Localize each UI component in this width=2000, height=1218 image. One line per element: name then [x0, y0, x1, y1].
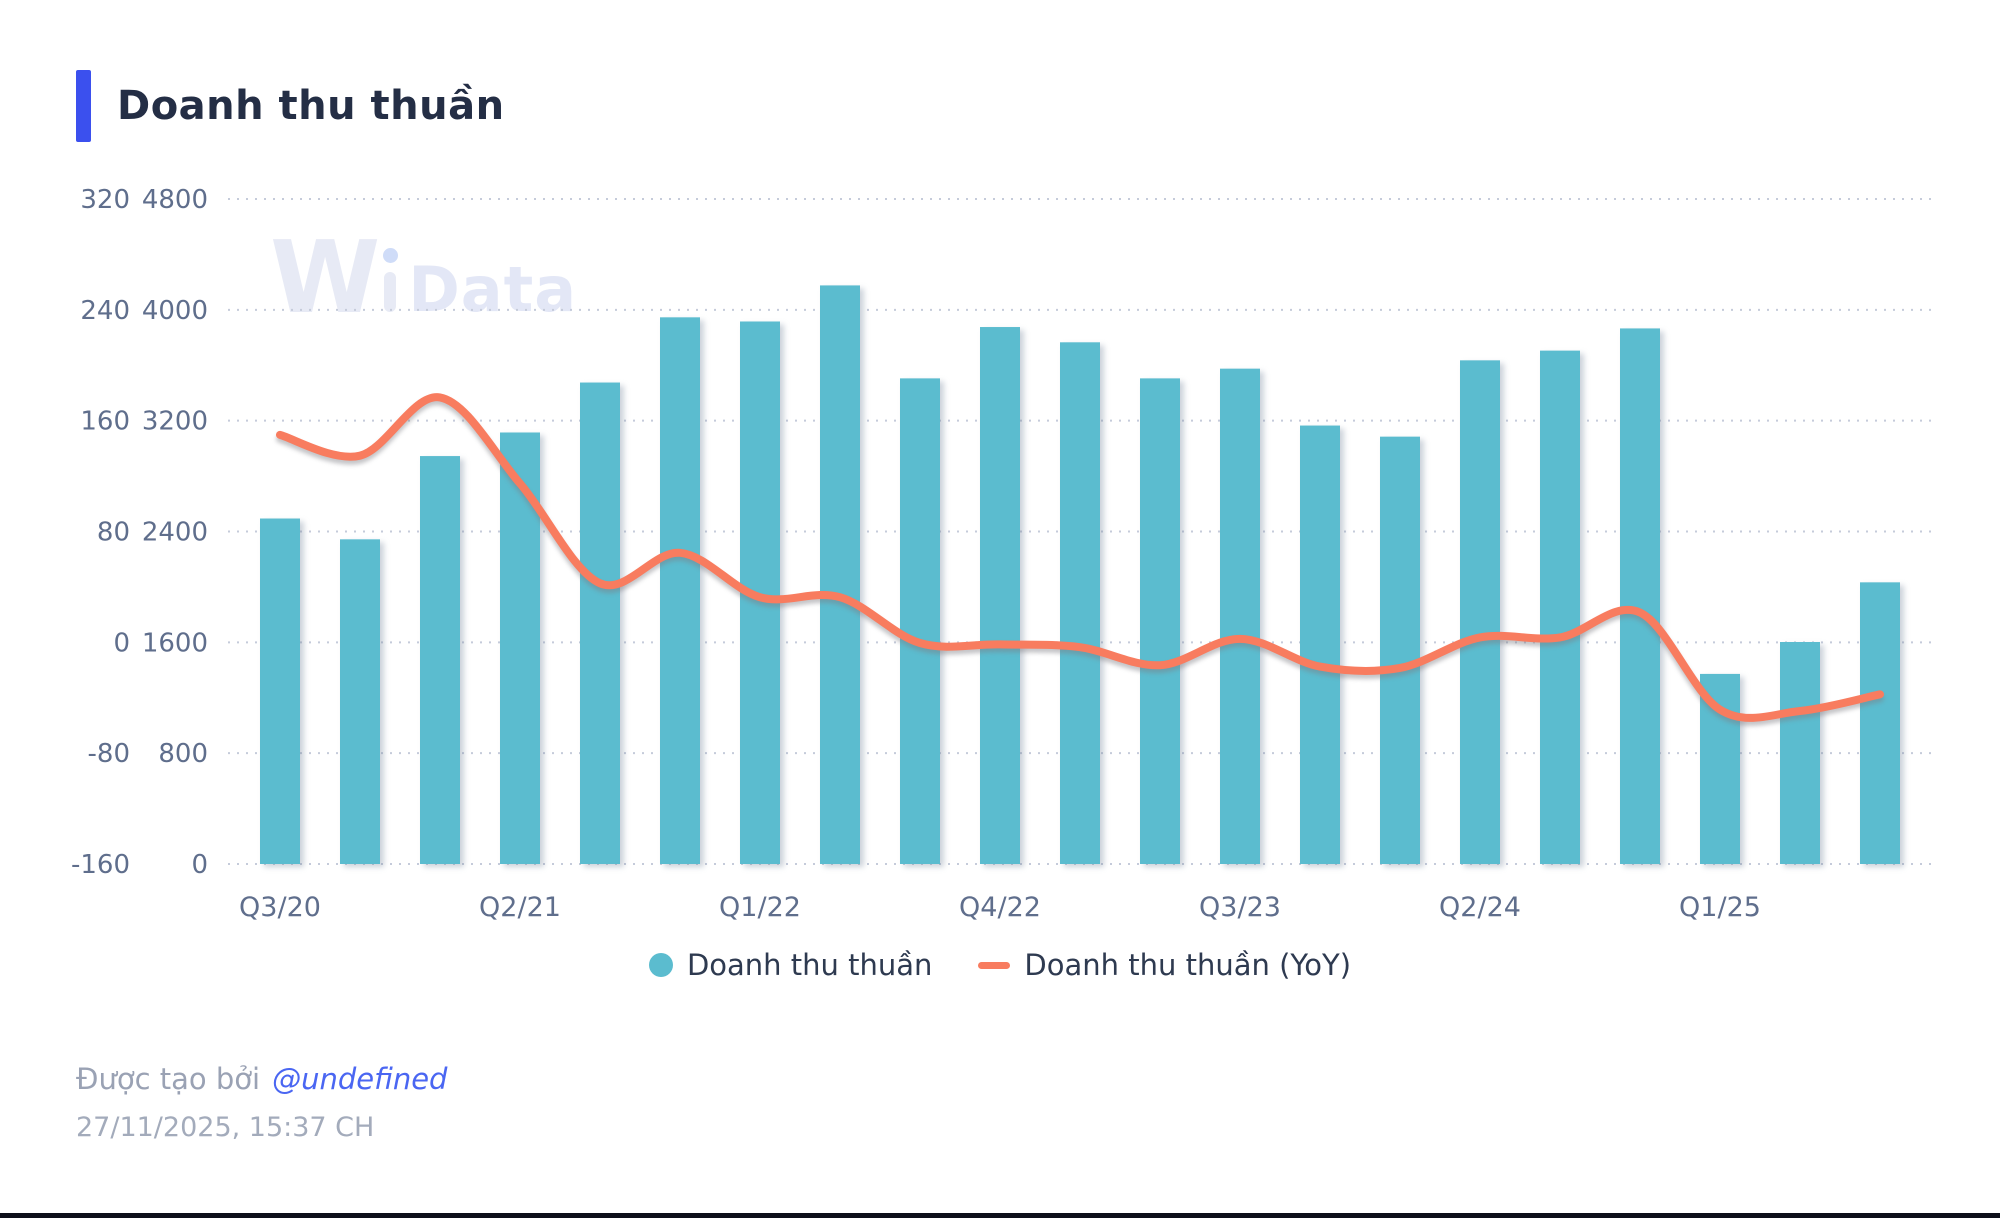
page-title: Doanh thu thuần — [117, 83, 505, 129]
bar-Q3/22[interactable] — [900, 378, 940, 864]
bar-Q4/20[interactable] — [340, 539, 380, 864]
yoy-line[interactable] — [276, 393, 1884, 722]
chart-legend: Doanh thu thuần Doanh thu thuần (YoY) — [0, 948, 2000, 982]
y-axis-tick-value: 4000 — [142, 296, 208, 326]
legend-item-revenue[interactable]: Doanh thu thuần — [648, 948, 933, 982]
author-link[interactable]: @undefined — [272, 1062, 448, 1096]
bar-Q3/23[interactable] — [1220, 368, 1260, 864]
chart-footer: Được tạo bởi @undefined 27/11/2025, 15:37… — [76, 1062, 447, 1143]
x-axis-tick: Q1/25 — [1679, 892, 1761, 923]
chart-header: Doanh thu thuần — [76, 70, 505, 142]
legend-label-yoy: Doanh thu thuần (YoY) — [1024, 948, 1352, 982]
x-axis-tick: Q2/21 — [479, 892, 561, 923]
x-axis-tick: Q3/23 — [1199, 892, 1281, 923]
x-axis-tick: Q2/24 — [1439, 892, 1521, 923]
bar-Q1/23[interactable] — [1060, 342, 1100, 864]
byline-text: Được tạo bởi — [76, 1062, 261, 1096]
bar-Q2/25[interactable] — [1780, 642, 1820, 864]
y-axis-tick-percent: 240 — [80, 296, 130, 326]
bar-Q2/22[interactable] — [820, 285, 860, 865]
circle-icon — [648, 953, 673, 977]
bar-Q4/24[interactable] — [1620, 328, 1660, 864]
y-axis-tick-percent: 160 — [80, 407, 130, 437]
bar-Q3/20[interactable] — [260, 518, 300, 864]
bar-Q4/22[interactable] — [980, 327, 1020, 865]
x-axis-tick: Q4/22 — [959, 892, 1041, 923]
legend-item-yoy[interactable]: Doanh thu thuần (YoY) — [978, 948, 1351, 982]
y-axis-tick-percent: 80 — [97, 518, 130, 548]
y-axis-tick-value: 4800 — [142, 185, 208, 215]
timestamp: 27/11/2025, 15:37 CH — [76, 1112, 375, 1143]
line-icon — [978, 961, 1011, 969]
bar-Q4/21[interactable] — [660, 317, 700, 864]
x-axis-tick: Q3/20 — [239, 892, 321, 923]
bar-Q1/24[interactable] — [1380, 436, 1420, 864]
y-axis-tick-value: 1600 — [142, 628, 208, 658]
y-axis-tick-value: 800 — [158, 739, 208, 769]
y-axis-tick-value: 3200 — [142, 407, 208, 437]
byline: Được tạo bởi @undefined — [76, 1062, 447, 1096]
bar-Q3/24[interactable] — [1540, 350, 1580, 864]
bar-series — [260, 285, 1900, 865]
title-accent-bar — [76, 70, 91, 142]
legend-label-revenue: Doanh thu thuần — [686, 948, 933, 982]
y-axis-tick-percent: 0 — [113, 628, 130, 658]
y-axis-tick-value: 0 — [191, 850, 208, 880]
bar-Q1/21[interactable] — [420, 456, 460, 864]
y-axis-tick-percent: -80 — [88, 739, 130, 769]
y-axis-tick-percent: 320 — [80, 185, 130, 215]
bar-Q3/21[interactable] — [580, 382, 620, 864]
bar-Q2/24[interactable] — [1460, 360, 1500, 864]
x-axis-tick: Q1/22 — [719, 892, 801, 923]
bottom-edge-bar — [0, 1213, 2000, 1218]
y-axis-tick-value: 2400 — [142, 518, 208, 548]
y-axis-tick-percent: -160 — [71, 850, 130, 880]
bar-Q3/25[interactable] — [1860, 582, 1900, 864]
bar-Q4/23[interactable] — [1300, 425, 1340, 864]
bar-Q2/23[interactable] — [1140, 378, 1180, 864]
